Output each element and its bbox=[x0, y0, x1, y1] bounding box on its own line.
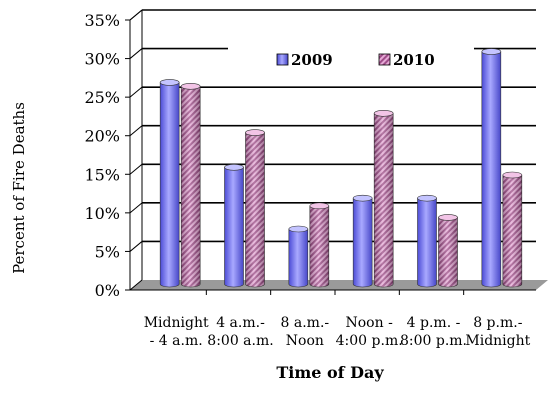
x-tick-label: 8 p.m.- bbox=[473, 315, 522, 331]
x-tick-label: Midnight bbox=[465, 333, 530, 349]
bar-2009-0 bbox=[160, 79, 179, 287]
y-tick-label: 0% bbox=[95, 281, 120, 300]
bar-2010-0 bbox=[181, 83, 200, 287]
x-tick-label: Noon - bbox=[346, 315, 394, 331]
bar-2010-5 bbox=[503, 172, 522, 287]
legend-label-2010: 2010 bbox=[393, 51, 435, 69]
x-tick-label: - 4 a.m. bbox=[150, 333, 203, 349]
bar-2010-4 bbox=[439, 214, 458, 287]
y-axis-title: Percent of Fire Deaths bbox=[10, 102, 28, 274]
bar-2010-1 bbox=[246, 130, 265, 287]
gridline-side bbox=[130, 164, 142, 174]
bar-2009-5 bbox=[482, 49, 501, 287]
legend-swatch-2010 bbox=[379, 54, 390, 65]
gridline-side bbox=[130, 10, 142, 20]
y-tick-label: 5% bbox=[95, 242, 120, 261]
legend-label-2009: 2009 bbox=[291, 51, 333, 69]
gridline-side bbox=[130, 49, 142, 59]
legend-swatch-2009 bbox=[277, 54, 288, 65]
x-tick-label: 8:00 p.m. bbox=[400, 333, 467, 349]
x-tick-label: 4 p.m. - bbox=[407, 315, 461, 331]
gridline-side bbox=[130, 126, 142, 136]
legend-background bbox=[228, 44, 474, 78]
x-tick-label: 8 a.m.- bbox=[281, 315, 330, 331]
x-tick-label: 4 a.m.- bbox=[216, 315, 265, 331]
x-tick-label: 4:00 p.m. bbox=[336, 333, 403, 349]
x-axis-tick-labels: Midnight - 4 a.m. 4 a.m.- 8:00 a.m. 8 a.m.- N… bbox=[144, 315, 531, 349]
gridline-side bbox=[130, 241, 142, 251]
x-tick-label: Noon bbox=[286, 333, 324, 349]
bar-2009-2 bbox=[289, 226, 308, 287]
bar-2009-3 bbox=[353, 195, 372, 287]
y-axis-ticks: 0% 5% 10% 15% 20% 25% 30% 35% bbox=[84, 11, 130, 300]
bars bbox=[160, 49, 522, 295]
x-axis-title: Time of Day bbox=[276, 363, 384, 382]
x-tick-label: Midnight bbox=[144, 315, 209, 331]
y-tick-label: 35% bbox=[84, 11, 120, 30]
y-tick-label: 20% bbox=[84, 127, 120, 146]
y-tick-label: 10% bbox=[84, 204, 120, 223]
gridline-side bbox=[130, 87, 142, 97]
bar-2009-4 bbox=[418, 195, 437, 287]
bar-2010-3 bbox=[374, 110, 393, 287]
bar-2010-2 bbox=[310, 203, 329, 287]
x-tick-label: 8:00 a.m. bbox=[207, 333, 273, 349]
y-tick-label: 25% bbox=[84, 88, 120, 107]
gridline-side bbox=[130, 203, 142, 213]
y-tick-label: 15% bbox=[84, 165, 120, 184]
legend: 2009 2010 bbox=[228, 44, 474, 78]
bar-2009-1 bbox=[225, 164, 244, 287]
y-tick-label: 30% bbox=[84, 50, 120, 69]
